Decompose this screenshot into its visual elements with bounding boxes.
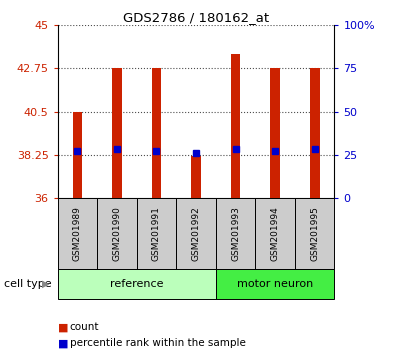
Bar (310, 68, 320, 198)
Text: GSM201993: GSM201993 (231, 206, 240, 261)
Text: GSM201992: GSM201992 (191, 206, 201, 261)
FancyBboxPatch shape (137, 198, 176, 269)
Text: GSM201991: GSM201991 (152, 206, 161, 261)
Bar (230, 54, 240, 198)
FancyBboxPatch shape (58, 198, 97, 269)
Bar (112, 68, 122, 198)
FancyBboxPatch shape (216, 269, 334, 299)
FancyBboxPatch shape (255, 198, 295, 269)
Text: cell type: cell type (4, 279, 52, 289)
Text: percentile rank within the sample: percentile rank within the sample (70, 338, 246, 348)
Text: GSM201990: GSM201990 (113, 206, 121, 261)
Bar (191, 156, 201, 198)
Text: ▶: ▶ (42, 279, 49, 289)
Bar (270, 68, 280, 198)
Text: GSM201995: GSM201995 (310, 206, 319, 261)
FancyBboxPatch shape (176, 198, 216, 269)
Text: count: count (70, 322, 99, 332)
FancyBboxPatch shape (216, 198, 255, 269)
Text: GSM201994: GSM201994 (271, 206, 279, 261)
Text: ■: ■ (58, 322, 68, 332)
FancyBboxPatch shape (58, 269, 216, 299)
FancyBboxPatch shape (97, 198, 137, 269)
Title: GDS2786 / 180162_at: GDS2786 / 180162_at (123, 11, 269, 24)
Bar (72, 112, 82, 198)
FancyBboxPatch shape (295, 198, 334, 269)
Text: ■: ■ (58, 338, 68, 348)
Text: motor neuron: motor neuron (237, 279, 313, 289)
Bar (152, 68, 162, 198)
Text: GSM201989: GSM201989 (73, 206, 82, 261)
Text: reference: reference (110, 279, 164, 289)
